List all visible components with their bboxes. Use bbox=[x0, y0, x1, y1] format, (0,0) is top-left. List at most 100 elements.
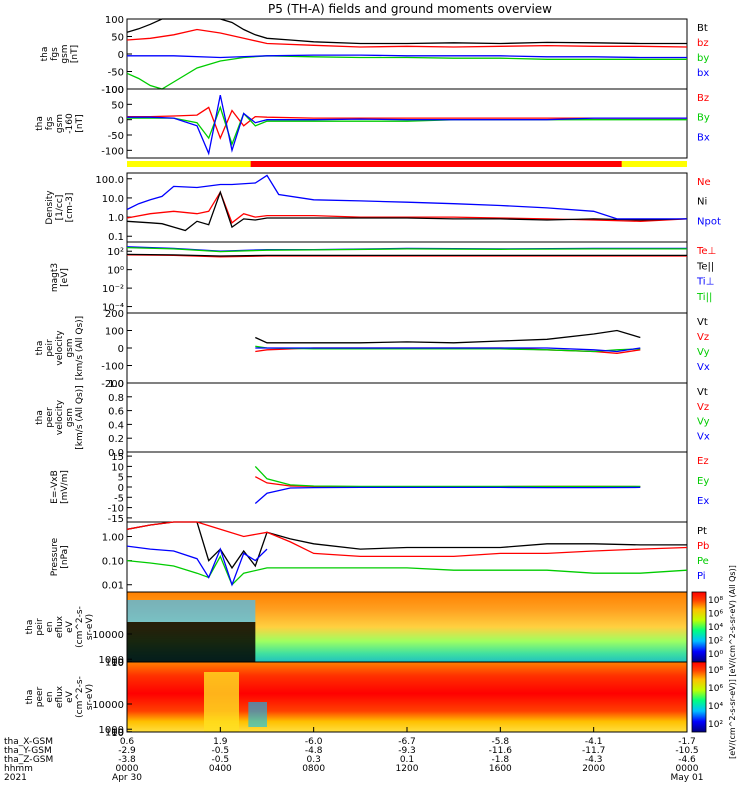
x-tick-label: -4.8 bbox=[305, 746, 323, 756]
y-axis-label: gsm bbox=[65, 408, 75, 427]
legend-label: bz bbox=[697, 38, 709, 49]
y-tick-label: -10 bbox=[108, 504, 124, 515]
series-Pi bbox=[126, 545, 268, 587]
panel-frame bbox=[126, 88, 688, 159]
y-tick-label: 100 bbox=[105, 15, 124, 26]
y-axis-label: [1/cc] bbox=[55, 195, 65, 221]
y-tick-label: 10² bbox=[107, 247, 124, 258]
series-Vt bbox=[255, 329, 641, 344]
y-axis-label: tha bbox=[25, 620, 35, 635]
x-tick-label: Apr 30 bbox=[112, 773, 142, 783]
legend-label: Ni bbox=[697, 197, 707, 208]
legend-label: Ex bbox=[697, 496, 709, 507]
y-tick-label: 1000 bbox=[99, 655, 124, 666]
spectrogram-low-flux-region bbox=[127, 622, 256, 662]
y-tick-label: 10000 bbox=[92, 700, 124, 711]
panel-temperature: 10² 10⁰ 10⁻² 10⁻⁴ magt3 [eV] Te⊥ Te|| Ti⊥ Ti|| bbox=[50, 241, 716, 314]
y-axis-label: [km/s (All Qs)] bbox=[75, 316, 85, 380]
y-tick-label: -50 bbox=[108, 131, 124, 142]
series-Ex bbox=[254, 486, 641, 504]
y-axis-label: (cm^2-s- bbox=[75, 676, 85, 718]
x-axis-row-label: 2021 bbox=[4, 773, 27, 783]
y-axis-label: Pressure bbox=[50, 537, 60, 576]
y-tick-label: 0.0 bbox=[108, 448, 124, 459]
y-tick-label: 100.0 bbox=[95, 175, 124, 186]
y-tick-label: 15 bbox=[111, 452, 124, 463]
y-axis-label: tha bbox=[40, 47, 50, 62]
legend-label: Ti|| bbox=[696, 292, 712, 303]
x-tick-label: 0.3 bbox=[307, 755, 321, 765]
y-tick-label: 0.10 bbox=[102, 557, 124, 568]
series-Te|| bbox=[126, 253, 687, 257]
legend-label: Pt bbox=[697, 526, 707, 537]
y-tick-label: 100 bbox=[105, 85, 124, 96]
y-tick-label: 0 bbox=[118, 116, 124, 127]
x-axis-row-label: tha_Z-GSM bbox=[4, 755, 53, 765]
y-axis-label: tha bbox=[25, 690, 35, 705]
legend-label: Bt bbox=[697, 23, 708, 34]
y-tick-label: -100 bbox=[101, 85, 124, 96]
series-bz bbox=[126, 28, 688, 48]
legend-label: Bx bbox=[697, 132, 710, 143]
y-axis-label: -160 bbox=[65, 113, 75, 134]
legend-label: by bbox=[697, 53, 709, 64]
colorbar-tick-label: 10⁴ bbox=[708, 623, 723, 633]
y-tick-label: 0 bbox=[118, 50, 124, 61]
series-Bt bbox=[126, 18, 687, 45]
x-tick-label: -4.6 bbox=[678, 755, 696, 765]
y-axis-label: [nT] bbox=[70, 45, 80, 63]
y-tick-label: 10⁻² bbox=[102, 284, 124, 295]
y-tick-label: 0.8 bbox=[108, 393, 124, 404]
legend-label: Vz bbox=[697, 402, 709, 413]
panel-density: 100.0 10.0 1.0 0.1 Density [1/cc] [cm-3] Ne Ni Np… bbox=[45, 172, 721, 243]
y-tick-label: 50 bbox=[111, 100, 124, 111]
y-tick-label: 200 bbox=[105, 309, 124, 320]
series-bx bbox=[127, 54, 687, 59]
x-tick-label: -6.0 bbox=[305, 737, 323, 747]
x-tick-label: -6.7 bbox=[398, 737, 416, 747]
legend-label: Vx bbox=[697, 431, 710, 442]
y-tick-label: 1.00 bbox=[102, 533, 124, 544]
y-axis-label: velocity bbox=[55, 330, 65, 366]
x-tick-label: -0.5 bbox=[212, 755, 230, 765]
y-tick-label: 0.4 bbox=[108, 420, 124, 431]
y-axis-label: peer bbox=[45, 407, 55, 428]
x-tick-label: 1200 bbox=[396, 764, 419, 774]
y-tick-label: 0.2 bbox=[108, 434, 124, 445]
series-Ni bbox=[126, 190, 688, 232]
spectrogram-band bbox=[127, 600, 256, 622]
panel-frame bbox=[126, 241, 688, 314]
series-by bbox=[126, 55, 687, 90]
y-axis-label: magt3 bbox=[50, 263, 60, 292]
x-tick-label: 1.9 bbox=[213, 737, 228, 747]
legend-label: Pb bbox=[697, 541, 709, 552]
series-Pb bbox=[126, 521, 688, 558]
series-Npot bbox=[126, 174, 687, 220]
x-tick-label: -9.3 bbox=[398, 746, 416, 756]
y-tick-label: 0 bbox=[118, 483, 124, 494]
colorbar-tick-label: 10⁶ bbox=[708, 684, 723, 694]
panel-frame bbox=[126, 18, 688, 90]
y-axis-label: sr-eV) bbox=[85, 684, 95, 710]
x-tick-label: -1.7 bbox=[678, 737, 696, 747]
series-Vx bbox=[255, 347, 641, 353]
x-axis-row-label: hhmm bbox=[4, 764, 33, 774]
legend-label: Vy bbox=[697, 417, 710, 428]
x-tick-label: -11.6 bbox=[489, 746, 513, 756]
y-axis-label: gsm bbox=[65, 338, 75, 357]
y-tick-label: 100 bbox=[105, 728, 124, 739]
colorbar-tick-label: 10⁸ bbox=[708, 596, 723, 606]
x-axis-row-label: tha_X-GSM bbox=[4, 737, 53, 747]
legend-label: Pe bbox=[697, 556, 709, 567]
y-tick-label: 1.0 bbox=[108, 379, 124, 390]
colorbar-tick-label: 10⁰ bbox=[708, 650, 723, 660]
y-tick-label: -100 bbox=[101, 146, 124, 157]
x-tick-label: -3.8 bbox=[118, 755, 136, 765]
x-tick-label: 0.1 bbox=[400, 755, 414, 765]
x-tick-label: 2000 bbox=[582, 764, 605, 774]
y-tick-label: 50 bbox=[111, 33, 124, 44]
